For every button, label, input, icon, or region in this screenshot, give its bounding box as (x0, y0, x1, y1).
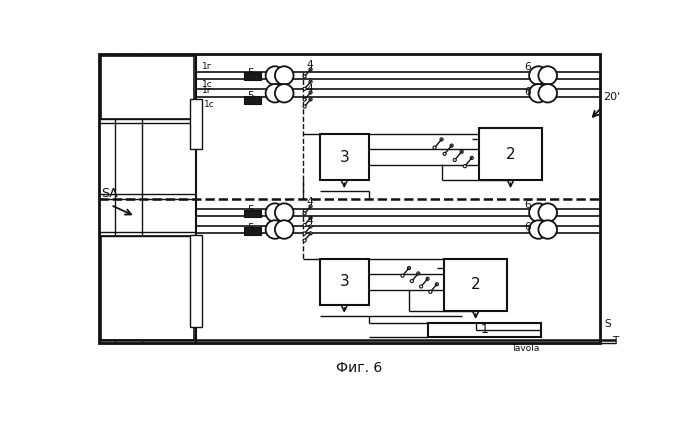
Circle shape (309, 80, 312, 83)
Circle shape (463, 165, 466, 168)
Text: 3: 3 (340, 274, 350, 289)
Circle shape (309, 232, 312, 235)
Circle shape (303, 87, 306, 90)
Circle shape (460, 150, 463, 153)
Circle shape (453, 159, 456, 162)
Circle shape (538, 220, 557, 239)
Circle shape (538, 204, 557, 222)
Circle shape (529, 220, 548, 239)
Text: 5: 5 (247, 205, 254, 215)
Circle shape (275, 204, 294, 222)
Text: 6: 6 (524, 200, 531, 210)
Text: 5: 5 (247, 68, 254, 78)
Text: 1: 1 (481, 323, 489, 336)
Circle shape (538, 66, 557, 85)
Text: 5: 5 (247, 91, 254, 100)
Bar (320, 134, 368, 180)
Circle shape (266, 220, 284, 239)
Circle shape (303, 239, 306, 242)
Circle shape (275, 66, 294, 85)
Circle shape (309, 98, 312, 101)
Text: Фиг. 6: Фиг. 6 (336, 361, 382, 375)
Text: S: S (605, 319, 611, 329)
Circle shape (303, 98, 306, 101)
Circle shape (309, 68, 312, 71)
Text: 4: 4 (307, 60, 313, 70)
Circle shape (309, 216, 312, 220)
Text: 1г: 1г (202, 62, 212, 71)
Circle shape (429, 290, 432, 293)
Bar (244, 227, 261, 235)
Circle shape (470, 156, 473, 159)
Circle shape (419, 285, 423, 288)
Text: 4: 4 (307, 216, 313, 226)
Bar (99, 54, 600, 343)
Circle shape (410, 279, 413, 283)
Circle shape (529, 66, 548, 85)
Circle shape (440, 138, 443, 141)
Circle shape (303, 75, 306, 78)
Bar (479, 128, 542, 180)
Circle shape (275, 84, 294, 103)
Bar (101, 236, 194, 340)
Circle shape (309, 205, 312, 208)
Circle shape (408, 266, 410, 270)
Text: 4: 4 (307, 197, 313, 207)
Text: Tavola: Tavola (511, 344, 540, 353)
Bar (244, 73, 261, 80)
Text: 6: 6 (524, 222, 531, 232)
Circle shape (303, 232, 306, 235)
Bar (428, 323, 541, 337)
Circle shape (435, 283, 438, 286)
Text: 20': 20' (603, 92, 621, 102)
Bar (101, 56, 194, 119)
Text: SA: SA (101, 187, 118, 200)
Circle shape (529, 84, 548, 103)
Circle shape (303, 212, 306, 215)
Circle shape (266, 204, 284, 222)
Bar (320, 259, 368, 305)
Text: 2: 2 (505, 147, 515, 162)
Bar (189, 235, 202, 327)
Circle shape (303, 105, 306, 108)
Bar (244, 209, 261, 217)
Text: 3: 3 (340, 150, 350, 165)
Circle shape (450, 144, 453, 147)
Bar (189, 99, 202, 149)
Circle shape (309, 225, 312, 228)
Circle shape (266, 84, 284, 103)
Text: 6: 6 (524, 62, 531, 72)
Text: 1с: 1с (203, 100, 215, 109)
Text: 6: 6 (524, 86, 531, 97)
Text: T: T (612, 336, 619, 346)
Circle shape (417, 272, 420, 275)
Text: 1г: 1г (202, 86, 212, 95)
Text: 4: 4 (307, 84, 313, 94)
Circle shape (309, 91, 312, 94)
Text: 5: 5 (247, 223, 254, 233)
Text: 2: 2 (471, 277, 480, 293)
Circle shape (538, 84, 557, 103)
Circle shape (275, 220, 294, 239)
Circle shape (529, 204, 548, 222)
Text: 1с: 1с (202, 80, 212, 89)
Circle shape (401, 274, 404, 277)
Circle shape (426, 277, 429, 280)
Circle shape (433, 146, 436, 149)
Bar (444, 259, 507, 311)
Bar (244, 96, 261, 104)
Circle shape (303, 223, 306, 226)
Circle shape (443, 152, 446, 155)
Circle shape (266, 66, 284, 85)
